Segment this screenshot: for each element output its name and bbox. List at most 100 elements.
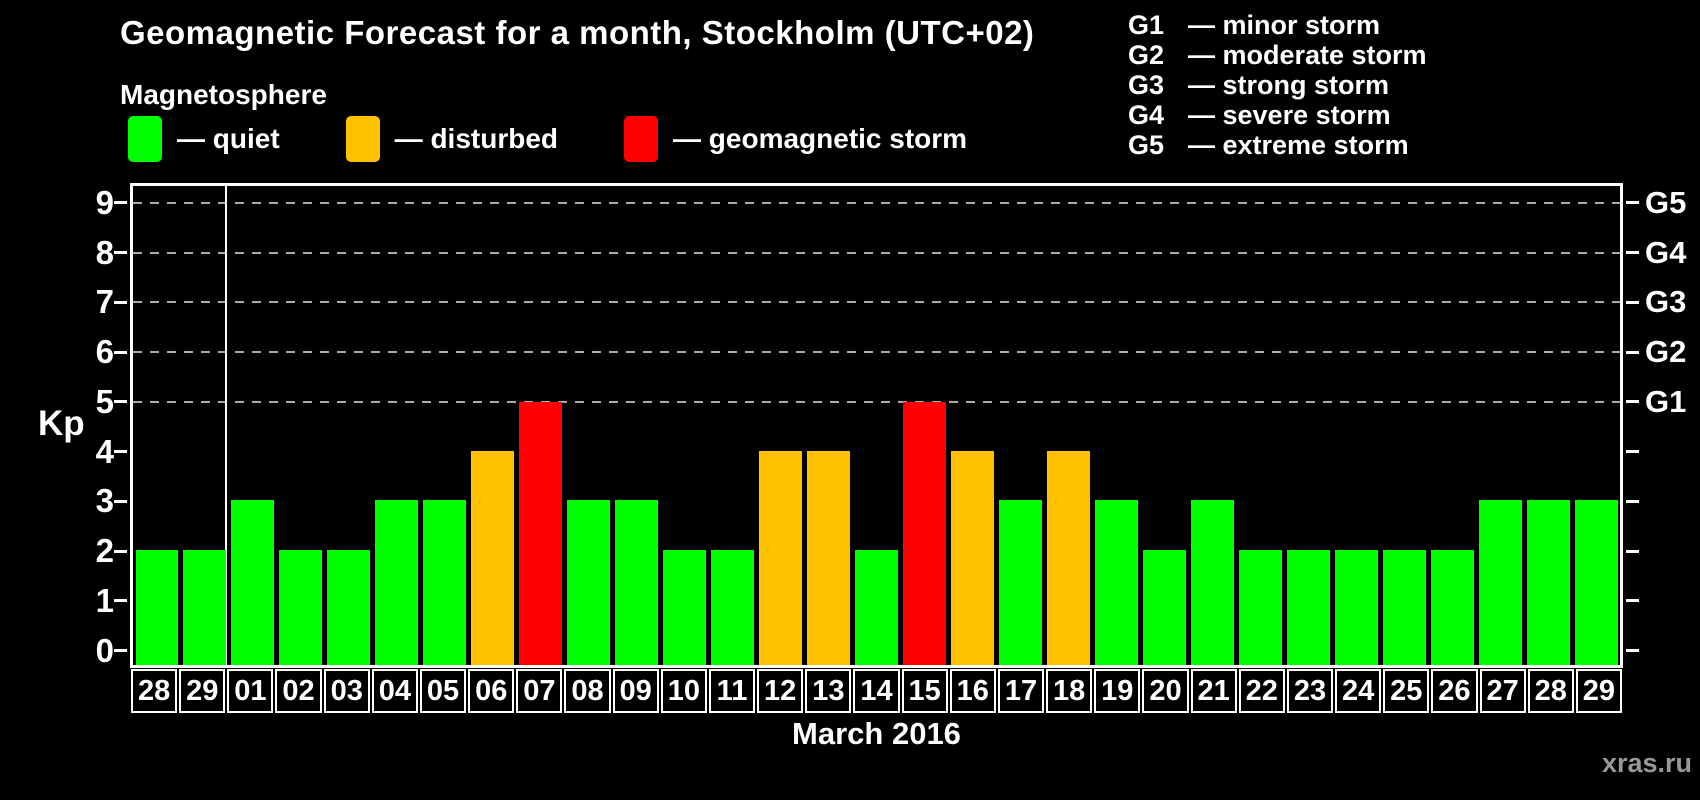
y-tick-left-6 [114, 350, 127, 354]
legend-item-disturbed: — disturbed [345, 116, 558, 162]
g-axis-label-g4: G4 [1645, 234, 1687, 270]
bar-day-13 [807, 451, 851, 665]
y-tick-left-0 [114, 649, 127, 653]
bar-day-22 [1238, 549, 1282, 665]
bar-column [1332, 186, 1380, 665]
day-label-28: 28 [131, 669, 178, 713]
bar-column [1236, 186, 1284, 665]
g-axis-labels: G1 G2 G3 G4 G5 [1645, 183, 1700, 668]
y-tick-label-0: 0 [95, 631, 114, 669]
y-tick-label-8: 8 [95, 233, 114, 271]
y-tick-left-5 [114, 400, 127, 404]
magnetosphere-legend: — quiet — disturbed — geomagnetic storm [128, 114, 967, 164]
y-tick-label-1: 1 [95, 581, 114, 619]
bar-column [1092, 186, 1140, 665]
bar-day-07 [519, 402, 563, 665]
day-label-16: 16 [949, 669, 996, 713]
bar-column [900, 186, 948, 665]
bar-day-16 [950, 451, 994, 665]
g-legend-line-g5: G5 — extreme storm [1128, 130, 1427, 160]
gridline-kp-9 [133, 201, 1620, 204]
day-label-17: 17 [997, 669, 1045, 713]
page-title: Geomagnetic Forecast for a month, Stockh… [120, 14, 1035, 51]
y-tick-left-4 [114, 450, 127, 454]
bar-day-02 [279, 549, 323, 665]
day-label-05: 05 [419, 669, 467, 713]
y-tick-label-9: 9 [95, 183, 114, 221]
bar-day-27 [1478, 500, 1522, 665]
g-legend-line-g1: G1 — minor storm [1128, 10, 1427, 40]
day-label-26: 26 [1431, 669, 1478, 713]
bar-column [133, 186, 181, 665]
day-label-25: 25 [1383, 669, 1430, 713]
y-tick-right-0 [1626, 649, 1639, 653]
bar-day-14 [855, 549, 898, 665]
g-legend-desc: — minor storm [1188, 10, 1381, 40]
y-tick-right-8 [1626, 251, 1639, 255]
y-tick-label-7: 7 [95, 283, 114, 321]
g-axis-label-g3: G3 [1645, 284, 1687, 320]
y-tick-left-2 [114, 549, 127, 553]
bar-day-25 [1382, 549, 1426, 665]
y-axis-labels: 0 1 2 3 4 5 6 7 8 9 [40, 183, 114, 669]
y-tick-right-7 [1626, 300, 1639, 304]
bar-column [229, 186, 277, 665]
legend-item-quiet: — quiet [128, 116, 280, 162]
g-legend-line-g4: G4 — severe storm [1128, 100, 1427, 130]
bar-day-12 [759, 451, 803, 665]
bar-day-05 [423, 500, 467, 665]
bar-day-17 [998, 500, 1042, 665]
bar-day-20 [1142, 549, 1186, 665]
g-legend-line-g2: G2 — moderate storm [1128, 40, 1427, 70]
bar-day-01 [231, 500, 275, 665]
day-label-24: 24 [1335, 669, 1382, 713]
bar-column [325, 186, 373, 665]
bar-day-04 [375, 500, 419, 665]
y-tick-left-3 [114, 499, 127, 503]
g-legend-desc: — severe storm [1188, 100, 1391, 130]
day-label-18: 18 [1046, 669, 1093, 713]
day-label-15: 15 [901, 669, 948, 713]
day-label-20: 20 [1142, 669, 1189, 713]
gridline-kp-5 [133, 400, 1620, 403]
g-legend-desc: — strong storm [1188, 70, 1390, 100]
legend-swatch-storm [624, 116, 659, 162]
bar-column [757, 186, 805, 665]
day-label-07: 07 [516, 669, 563, 713]
day-label-27: 27 [1479, 669, 1526, 713]
day-label-10: 10 [660, 669, 707, 713]
bar-column [1284, 186, 1332, 665]
y-tick-right-9 [1626, 201, 1639, 205]
x-axis-title: March 2016 [792, 716, 961, 751]
y-tick-right-6 [1626, 350, 1639, 354]
plot-area [114, 183, 1639, 668]
y-tick-left-9 [114, 201, 127, 205]
g-scale-legend: G1 — minor storm G2 — moderate storm G3 — str… [1128, 10, 1427, 160]
bar-day-29 [1574, 500, 1618, 665]
day-label-13: 13 [805, 669, 852, 713]
day-label-22: 22 [1238, 669, 1285, 713]
bar-column [661, 186, 709, 665]
bar-day-08 [567, 500, 611, 665]
g-axis-label-g5: G5 [1645, 184, 1687, 220]
bar-day-06 [471, 451, 515, 665]
y-tick-left-7 [114, 300, 127, 304]
bar-day-03 [327, 549, 371, 665]
day-label-29: 29 [1575, 669, 1622, 713]
bar-column [277, 186, 325, 665]
bar-column [1044, 186, 1092, 665]
day-label-01: 01 [227, 669, 274, 713]
y-tick-right-3 [1626, 499, 1639, 503]
y-tick-right-2 [1626, 549, 1639, 553]
legend-swatch-quiet [128, 116, 162, 162]
g-legend-code: G3 [1128, 70, 1165, 100]
day-label-12: 12 [757, 669, 804, 713]
day-label-03: 03 [323, 669, 370, 713]
bar-column [805, 186, 853, 665]
bar-day-18 [1046, 451, 1090, 665]
legend-swatch-disturbed [345, 116, 380, 162]
y-tick-label-5: 5 [95, 382, 114, 420]
legend-label-quiet: — quiet [177, 123, 280, 154]
bar-column [565, 186, 613, 665]
y-tick-left-1 [114, 599, 127, 603]
